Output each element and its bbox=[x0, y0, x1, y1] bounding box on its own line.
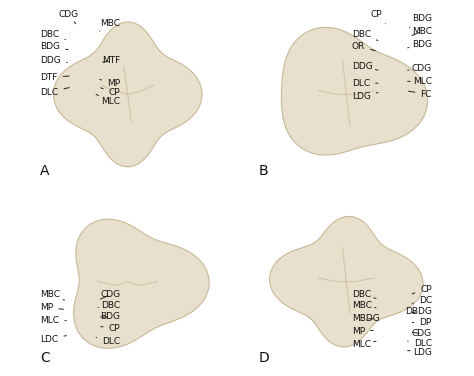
Text: MLC: MLC bbox=[40, 316, 66, 325]
Text: CDG: CDG bbox=[408, 64, 432, 73]
Text: D: D bbox=[259, 351, 270, 365]
Polygon shape bbox=[73, 219, 209, 348]
Polygon shape bbox=[54, 22, 202, 167]
Text: CDG: CDG bbox=[100, 290, 120, 299]
Text: C: C bbox=[40, 351, 50, 365]
Text: DLC: DLC bbox=[408, 338, 432, 347]
Text: OR: OR bbox=[352, 41, 375, 51]
Text: DLC: DLC bbox=[40, 88, 69, 97]
Text: MLC: MLC bbox=[408, 77, 432, 86]
Polygon shape bbox=[270, 217, 423, 347]
Text: DLC: DLC bbox=[96, 337, 120, 346]
Text: MBC: MBC bbox=[100, 19, 120, 31]
Text: DDG: DDG bbox=[352, 62, 378, 71]
Text: CP: CP bbox=[100, 88, 120, 97]
Text: MP: MP bbox=[352, 327, 374, 337]
Text: DBC: DBC bbox=[352, 290, 376, 299]
Text: BDG: BDG bbox=[100, 312, 120, 321]
Text: DTF: DTF bbox=[40, 73, 69, 82]
Text: CDG: CDG bbox=[59, 10, 79, 24]
Text: MP: MP bbox=[40, 303, 64, 312]
Text: DDG: DDG bbox=[40, 56, 67, 65]
Text: MP: MP bbox=[100, 79, 120, 88]
Text: LDG: LDG bbox=[408, 348, 432, 357]
Text: DBC: DBC bbox=[40, 30, 65, 39]
Text: CP: CP bbox=[412, 285, 432, 294]
Text: BDG: BDG bbox=[408, 39, 432, 49]
Text: FC: FC bbox=[409, 90, 432, 99]
Text: BDG: BDG bbox=[410, 14, 432, 27]
Text: CP: CP bbox=[371, 10, 385, 24]
Text: BDG: BDG bbox=[40, 41, 68, 50]
Text: MLC: MLC bbox=[352, 340, 376, 349]
Text: MBC: MBC bbox=[412, 27, 432, 36]
Text: LDG: LDG bbox=[352, 92, 378, 101]
Polygon shape bbox=[282, 27, 428, 155]
Text: DP: DP bbox=[412, 318, 432, 327]
Text: CDG: CDG bbox=[412, 329, 432, 338]
Text: MBDG: MBDG bbox=[352, 314, 380, 323]
Text: DBDG: DBDG bbox=[405, 307, 432, 316]
Text: DC: DC bbox=[412, 296, 432, 305]
Text: MBC: MBC bbox=[40, 290, 64, 300]
Text: DBC: DBC bbox=[352, 30, 378, 41]
Text: DBC: DBC bbox=[98, 301, 120, 310]
Text: CP: CP bbox=[100, 324, 120, 333]
Text: MTF: MTF bbox=[102, 56, 120, 65]
Text: MLC: MLC bbox=[96, 94, 120, 106]
Text: LDC: LDC bbox=[40, 335, 66, 344]
Text: B: B bbox=[259, 164, 269, 178]
Text: A: A bbox=[40, 164, 50, 178]
Text: DLC: DLC bbox=[352, 79, 378, 88]
Text: MBC: MBC bbox=[352, 301, 376, 310]
